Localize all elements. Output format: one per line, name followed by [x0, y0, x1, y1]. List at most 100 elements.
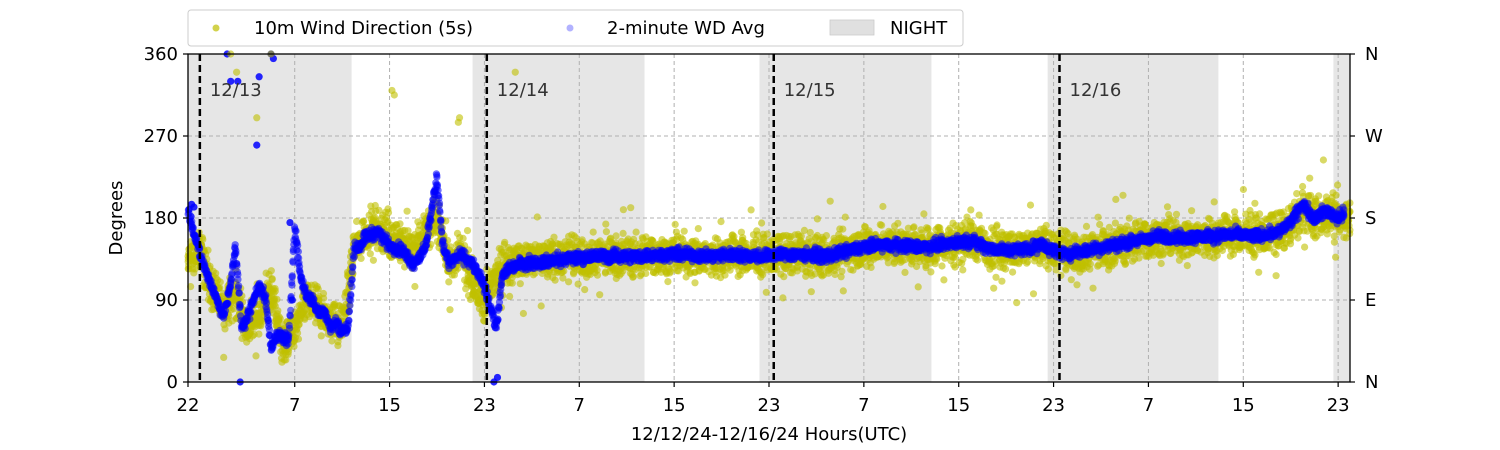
wind-direction-point [1255, 268, 1263, 276]
wind-direction-point [627, 204, 635, 212]
wind-direction-point [357, 254, 365, 262]
wind-direction-point [721, 271, 729, 279]
wind-direction-point [632, 228, 640, 236]
wind-direction-point [680, 227, 688, 235]
wind-direction-point [837, 273, 845, 281]
wind-direction-point [1315, 192, 1323, 200]
wind-direction-point [649, 237, 657, 245]
wind-direction-point [1119, 191, 1127, 199]
wind-direction-point [975, 211, 983, 219]
wind-direction-point [533, 213, 541, 221]
wind-direction-point [759, 271, 767, 279]
wind-direction-point [1332, 253, 1340, 261]
wind-direction-point [642, 269, 650, 278]
wind-direction-point [1125, 214, 1133, 222]
wind-direction-point [1044, 265, 1052, 273]
wind-direction-point [992, 273, 1000, 281]
wind-direction-point [894, 219, 902, 227]
wind-direction-point [612, 232, 620, 240]
wind-direction-point [1111, 219, 1119, 227]
wind-direction-point [1086, 260, 1094, 268]
wind-direction-point [516, 280, 524, 288]
wind-direction-point [411, 282, 419, 291]
wind-direction-point [593, 271, 602, 279]
wind-direction-point [267, 267, 275, 275]
wind-direction-point [1141, 221, 1149, 229]
wind-direction-point [550, 233, 558, 241]
wind-direction-point [565, 278, 573, 286]
wind-direction-point [754, 231, 762, 239]
wind-direction-point [1026, 201, 1035, 209]
wind-direction-point [1157, 259, 1165, 268]
wind-direction-point [1306, 174, 1314, 182]
wind-direction-point [924, 224, 932, 233]
wind-direction-point [914, 283, 922, 291]
wind-direction-point [268, 276, 276, 284]
wind-direction-point [1122, 259, 1130, 267]
wind-direction-point [216, 284, 224, 292]
wind-direction-point [334, 342, 342, 350]
wind-direction-point [961, 219, 969, 227]
wind-direction-point [1082, 222, 1091, 230]
wind-direction-point [596, 291, 604, 299]
wind-direction-point [974, 256, 982, 264]
wind-direction-point [1188, 207, 1196, 215]
wind-direction-point [1086, 265, 1094, 273]
wind-direction-point [717, 218, 725, 226]
wind-direction-point [252, 352, 260, 360]
wind-direction-point [187, 283, 195, 291]
wind-direction-point [1111, 257, 1119, 265]
wind-direction-point [369, 256, 377, 264]
wind-direction-point [967, 206, 975, 214]
wind-direction-point [1042, 221, 1050, 229]
wind-direction-point [282, 356, 290, 364]
wind-direction-point [1009, 268, 1017, 276]
wind-direction-point [602, 228, 611, 236]
wind-direction-point [910, 223, 918, 231]
wind-direction-point [993, 221, 1001, 229]
wind-direction-point [981, 229, 989, 237]
wind-direction-point [1029, 290, 1038, 298]
wind-direction-point [445, 278, 453, 286]
wind-direction-point [839, 287, 847, 295]
wind-direction-point [360, 217, 368, 226]
wind-direction-point [501, 238, 509, 246]
wind-direction-point [737, 228, 746, 236]
wind-direction-point [602, 220, 610, 228]
wind-direction-point [1251, 199, 1259, 207]
wind-direction-point [1330, 238, 1338, 246]
wind-direction-point [959, 255, 967, 263]
wind-direction-point [274, 307, 282, 315]
wind-direction-point [1332, 191, 1340, 199]
wind-direction-point [1210, 198, 1218, 206]
wind-direction-point [404, 227, 412, 235]
wind-direction-point [938, 262, 946, 270]
wind-direction-point [294, 335, 303, 343]
wind-direction-point [1105, 223, 1113, 231]
wind-direction-point [216, 278, 224, 286]
wind-direction-point [867, 263, 875, 271]
wind-direction-point [384, 209, 393, 217]
wind-direction-point [519, 309, 528, 318]
wind-direction-point [463, 227, 472, 235]
wind-direction-point [1294, 234, 1302, 242]
wind-direction-point [884, 259, 892, 267]
data-points-layer [184, 50, 1354, 386]
wind-direction-point [629, 272, 638, 281]
wind-direction-point [901, 268, 909, 276]
wind-direction-point [1301, 243, 1309, 251]
wind-direction-point [328, 337, 336, 345]
wind-direction-point [1319, 156, 1327, 164]
wind-direction-point [807, 288, 815, 296]
wind-direction-point [780, 273, 788, 281]
wind-direction-point [581, 286, 589, 294]
wind-direction-point [1272, 272, 1280, 280]
wind-direction-point [1334, 181, 1342, 189]
wind-direction-point [1002, 265, 1010, 273]
wind-direction-point [933, 255, 941, 263]
wind-direction-point [990, 284, 998, 292]
wind-direction-point [1013, 299, 1021, 307]
wind-direction-point [800, 226, 809, 234]
wind-direction-point [537, 302, 545, 310]
wind-direction-point [806, 265, 814, 273]
